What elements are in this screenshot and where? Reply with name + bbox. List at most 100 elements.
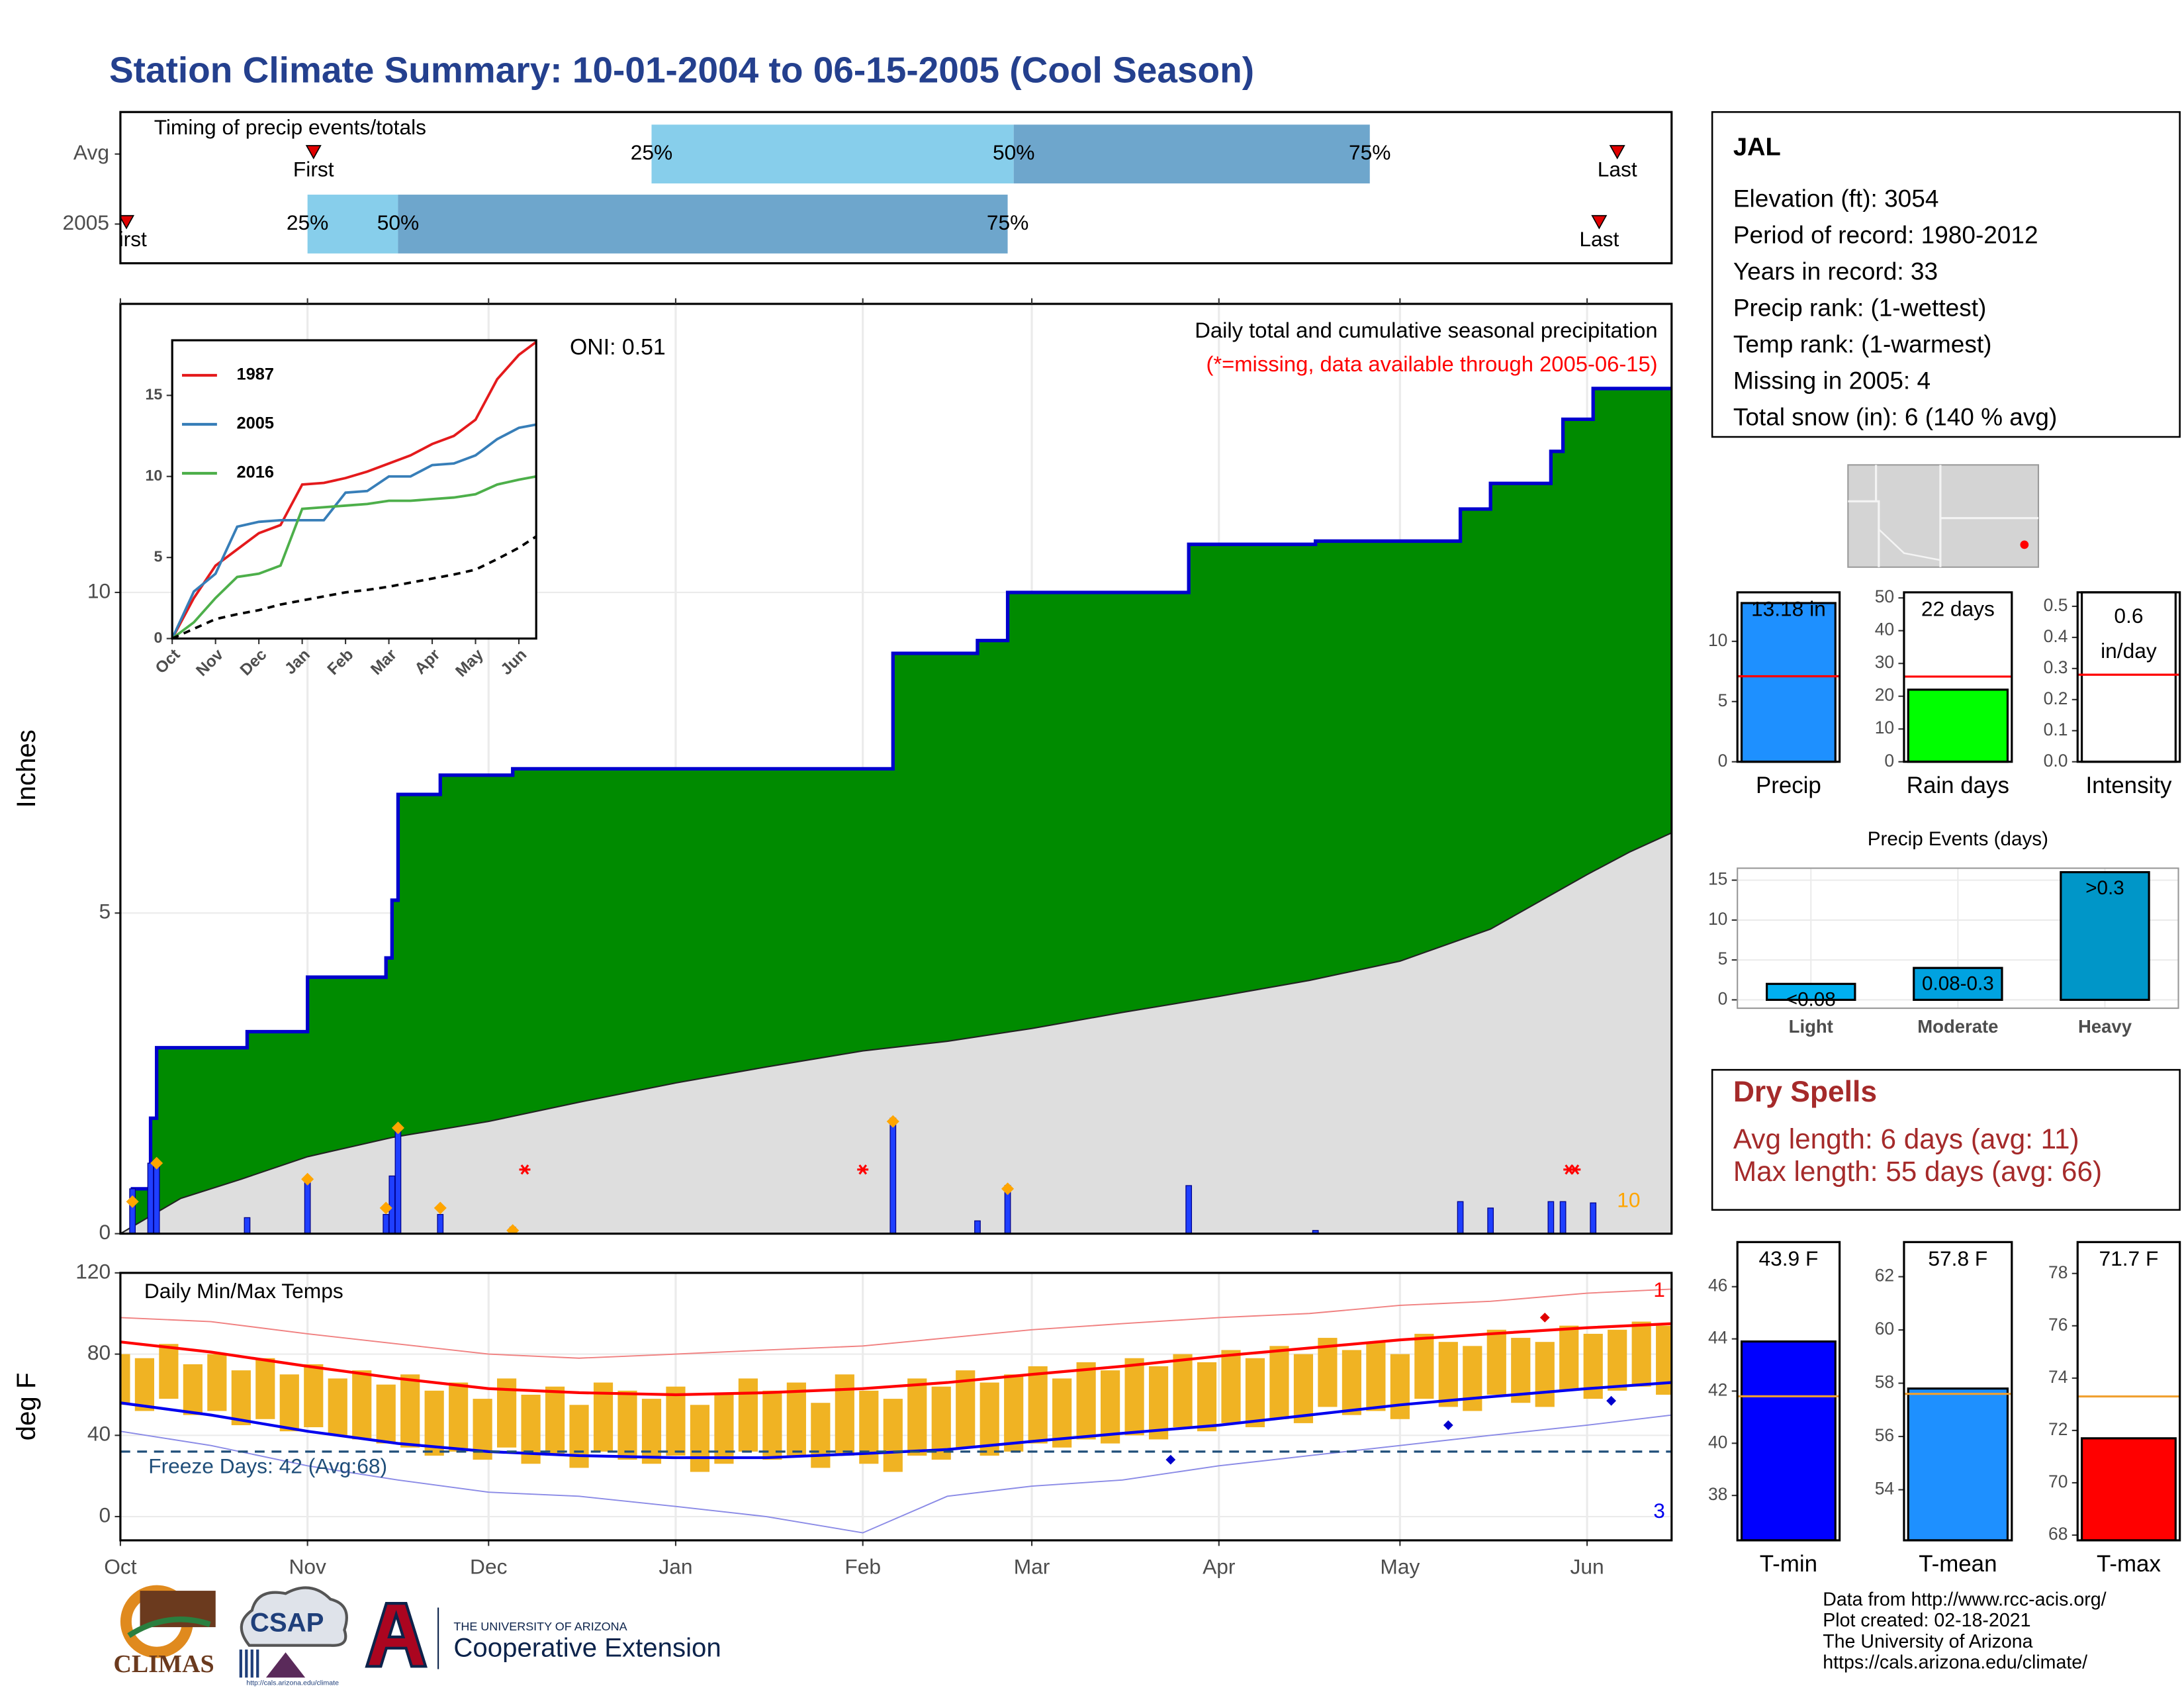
bar-value-label: >0.3 (2085, 877, 2124, 899)
series-line (171, 535, 537, 640)
source-line: Data from http://www.rcc-acis.org/ (1823, 1589, 2106, 1610)
temp-bar (1463, 1346, 1482, 1411)
daily-bar (1559, 1201, 1567, 1234)
temp-bar (1076, 1362, 1096, 1440)
y-tick-label: 10 (1708, 909, 1727, 929)
value-label: 0.6 in/day (2101, 604, 2157, 663)
temp-bar (449, 1382, 469, 1452)
temp-bar (1608, 1329, 1627, 1391)
temp-bar (1245, 1358, 1265, 1428)
temp-bar (1004, 1374, 1024, 1452)
source-line: https://cals.arizona.edu/climate/ (1823, 1652, 2087, 1673)
y-tick-label: 72 (2048, 1419, 2068, 1439)
temp-bar (1028, 1366, 1048, 1444)
panel-label: Daily Min/Max Temps (144, 1279, 343, 1303)
category-label: Rain days (1907, 773, 2009, 798)
daily-bar (153, 1162, 160, 1234)
daily-bar (244, 1217, 251, 1234)
temp-bar (1269, 1346, 1289, 1419)
summary-bar (1740, 1340, 1837, 1542)
chart-title: Precip Events (days) (1868, 828, 2048, 850)
daily-bar (1185, 1185, 1193, 1234)
source-line: Plot created: 02-18-2021 (1823, 1610, 2030, 1631)
panel-border (1903, 1241, 2013, 1542)
daily-bar (394, 1127, 402, 1234)
temp-bar (617, 1390, 637, 1460)
temp-bar (883, 1399, 903, 1472)
temp-bar (714, 1394, 734, 1464)
x-tick-label: Heavy (2078, 1016, 2132, 1037)
extension-text: Cooperative Extension (453, 1633, 721, 1663)
event-label: First (293, 157, 334, 181)
panel-border (1736, 591, 1841, 763)
panel-border (119, 111, 1673, 265)
daily-bar (437, 1213, 444, 1234)
y-tick-label: 78 (2048, 1262, 2068, 1282)
panel-subtitle: Daily total and cumulative seasonal prec… (1195, 318, 1657, 342)
missing-marker (1569, 1164, 1581, 1175)
bar (1913, 966, 2003, 1002)
x-tick-label: Jan (659, 1555, 692, 1579)
y-tick-label: 0 (99, 1220, 111, 1244)
temp-bar (1486, 1329, 1506, 1395)
x-tick-label: Apr (1203, 1555, 1236, 1579)
plot-area (120, 1288, 1672, 1534)
panel-border (1736, 1241, 1841, 1542)
summary-bar (1740, 602, 1837, 763)
dry-spells-box (1711, 1068, 2181, 1211)
record-marker (886, 1115, 899, 1128)
record-marker (1606, 1395, 1616, 1406)
series-line (171, 475, 537, 640)
y-tick-label: 44 (1708, 1328, 1727, 1348)
temp-bar (352, 1370, 372, 1440)
record-count: 10 (1617, 1188, 1640, 1211)
temp-bar (545, 1386, 565, 1456)
event-marker (1591, 214, 1608, 230)
y-tick-label: 0.1 (2044, 720, 2068, 739)
quantile-label: 50% (377, 211, 419, 234)
station-line: Period of record: 1980-2012 (1733, 220, 2038, 248)
record-high-count: 1 (1653, 1278, 1665, 1301)
temp-bar (1148, 1366, 1169, 1440)
panel-border (171, 339, 537, 640)
quantile-bar (307, 195, 398, 254)
y-tick-label: 80 (87, 1340, 111, 1364)
y-tick-label: 120 (75, 1259, 111, 1283)
daily-bar (388, 1175, 396, 1234)
temp-bar (1221, 1350, 1241, 1423)
temp-bar (1052, 1378, 1072, 1448)
csap-logo: CSAP http://cals.arizona.edu/climate (239, 1586, 348, 1687)
y-tick-label: 62 (1875, 1266, 1894, 1286)
series-line (171, 423, 537, 639)
y-tick-label: 46 (1708, 1276, 1727, 1295)
inset-bg (172, 340, 537, 639)
quantile-label: 75% (987, 211, 1028, 234)
daily-bar (147, 1162, 154, 1234)
plot-area: 25% 50% 75% First Last 25% 50% 75% First Last (120, 124, 1637, 254)
locator-map (1847, 464, 2040, 568)
event-marker (305, 145, 322, 160)
record-marker (301, 1172, 314, 1186)
panel-border (1903, 591, 2013, 763)
legend-label: 1987 (237, 365, 274, 384)
y-tick-label: 0 (1718, 751, 1728, 771)
temp-bar (666, 1386, 686, 1456)
temp-bar (762, 1390, 782, 1460)
y-tick-label: 15 (1708, 869, 1727, 889)
station-box (1711, 111, 2181, 438)
panel-border (2076, 591, 2181, 763)
quantile-label: 75% (1349, 140, 1390, 164)
event-marker (1609, 145, 1625, 160)
temp-bar (690, 1405, 710, 1472)
bar (1766, 982, 1856, 1002)
temp-bar (931, 1386, 951, 1460)
panel-border (119, 1272, 1673, 1542)
climate-line (120, 1381, 1672, 1460)
temp-bar (304, 1364, 324, 1428)
quantile-label: 25% (287, 211, 328, 234)
dry-spells-title: Dry Spells (1733, 1076, 1877, 1108)
temp-bar (835, 1374, 854, 1456)
daily-bar (1457, 1201, 1464, 1234)
daily-bar (974, 1220, 981, 1234)
event-marker (120, 214, 135, 230)
